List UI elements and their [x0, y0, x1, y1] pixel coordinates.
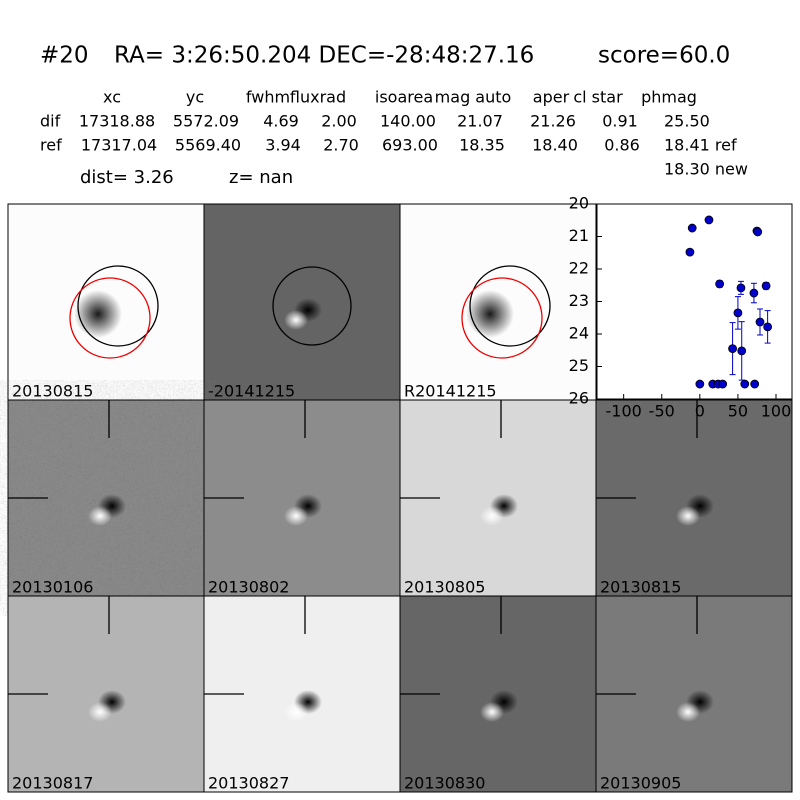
point [740, 379, 750, 389]
column-header: xc [103, 88, 121, 107]
y-tick-label: 24 [569, 324, 589, 343]
point [687, 223, 697, 233]
table-cell: 25.50 [664, 112, 710, 131]
table-cell: 693.00 [382, 136, 438, 155]
y-tick-label: 20 [569, 194, 589, 213]
table-cell: 17317.04 [81, 136, 157, 155]
stamp-label: 20130805 [404, 578, 485, 597]
column-header: fwhm [246, 88, 290, 107]
table-cell: 18.41 ref [664, 136, 737, 155]
table-cell: 0.86 [604, 136, 640, 155]
point [728, 344, 737, 354]
table-cell: 17318.88 [79, 112, 155, 131]
ref-circle [272, 266, 352, 346]
column-header: mag auto [435, 88, 512, 107]
point [749, 288, 759, 298]
ref-circle [469, 265, 551, 347]
bright-lobe [88, 506, 112, 526]
bright-lobe [676, 506, 700, 526]
table-cell: 18.35 [459, 136, 505, 155]
table-cell: 5569.40 [175, 136, 241, 155]
table-cell: 0.91 [602, 112, 638, 131]
point [715, 279, 725, 289]
stamp-label: 20130827 [208, 774, 289, 793]
stamp-label: -20141215 [208, 382, 295, 401]
column-header: yc [186, 88, 204, 107]
y-tick-label: 25 [569, 356, 589, 375]
table-cell: ref [40, 136, 62, 155]
column-header: phmag [641, 88, 697, 107]
table-cell: 21.07 [457, 112, 503, 131]
point [737, 346, 747, 356]
ref-circle [77, 265, 159, 347]
plot-area [596, 203, 793, 400]
point [753, 227, 763, 237]
column-header: fluxrad [290, 88, 346, 107]
score: score=60.0 [598, 43, 730, 69]
point [718, 379, 728, 389]
extra-mag: 18.30 new [664, 160, 748, 179]
point [733, 308, 743, 318]
bright-lobe [480, 506, 504, 526]
point [763, 322, 773, 332]
bright-lobe [284, 506, 308, 526]
point [736, 283, 746, 293]
point [755, 317, 765, 327]
x-tick-label: 100 [761, 402, 792, 421]
source [466, 290, 514, 338]
point [761, 281, 771, 291]
table-cell: 2.00 [321, 112, 357, 131]
column-header: isoarea [375, 88, 433, 107]
table-cell: 140.00 [380, 112, 436, 131]
stamp-label: 20130106 [12, 578, 93, 597]
table-cell: 18.40 [532, 136, 578, 155]
stamp-label: 20130905 [600, 774, 681, 793]
bright-lobe [284, 702, 308, 722]
stamp-label: 20130817 [12, 774, 93, 793]
bright-lobe [480, 702, 504, 722]
source [74, 290, 122, 338]
table-cell: dif [40, 112, 61, 131]
coordinates: RA= 3:26:50.204 DEC=-28:48:27.16 [114, 43, 534, 69]
stamp-label: 20130815 [600, 578, 681, 597]
table-cell: 2.70 [323, 136, 359, 155]
bright-lobe [676, 702, 700, 722]
dist: dist= 3.26 [80, 167, 174, 188]
bright-lobe [88, 702, 112, 722]
y-tick-label: 26 [569, 389, 589, 408]
table-cell: 21.26 [530, 112, 576, 131]
table-cell: 4.69 [263, 112, 299, 131]
y-tick-label: 21 [569, 226, 589, 245]
x-tick-label: -50 [649, 402, 675, 421]
point [704, 215, 714, 225]
stamp-label: 20130815 [12, 382, 93, 401]
y-tick-label: 23 [569, 291, 589, 310]
column-header: cl star [573, 88, 623, 107]
column-header: aper [533, 88, 570, 107]
table-cell: 3.94 [265, 136, 301, 155]
z: z= nan [229, 167, 293, 188]
bright-lobe [284, 310, 308, 330]
candidate-id: #20 [40, 43, 89, 69]
x-tick-label: 50 [728, 402, 748, 421]
stamp-label: 20130802 [208, 578, 289, 597]
point [750, 379, 760, 389]
stamp-label: R20141215 [404, 382, 497, 401]
point [695, 379, 705, 389]
y-tick-label: 22 [569, 259, 589, 278]
x-tick-label: 0 [695, 402, 705, 421]
stamp-label: 20130830 [404, 774, 485, 793]
red-circle [461, 277, 543, 359]
x-tick-label: -100 [606, 402, 642, 421]
table-cell: 5572.09 [173, 112, 239, 131]
red-circle [69, 277, 151, 359]
point [685, 247, 695, 257]
